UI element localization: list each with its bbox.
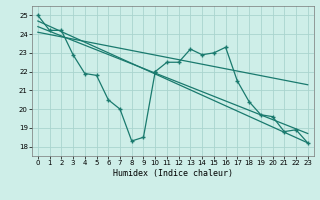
X-axis label: Humidex (Indice chaleur): Humidex (Indice chaleur) [113, 169, 233, 178]
